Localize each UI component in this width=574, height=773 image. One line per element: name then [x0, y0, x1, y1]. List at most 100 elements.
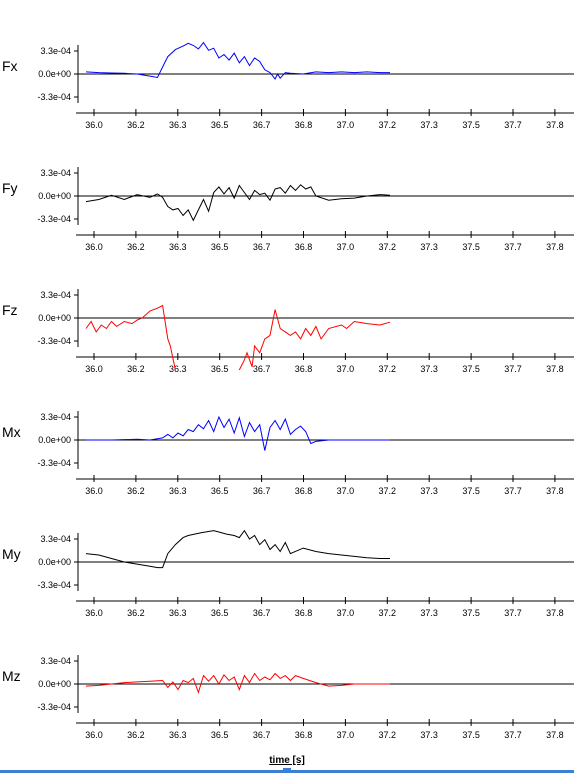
x-tick-label: 36.0	[85, 242, 103, 252]
x-tick-label: 36.5	[211, 364, 229, 374]
x-tick-label: 37.2	[379, 242, 397, 252]
x-tick-label: 36.5	[211, 242, 229, 252]
series-line-mz	[85, 672, 390, 694]
x-tick-label: 37.3	[420, 486, 438, 496]
x-tick-label: 37.8	[546, 486, 564, 496]
panel-label-mx: Mx	[2, 424, 21, 440]
x-tick-label: 36.2	[127, 608, 145, 618]
x-tick-label: 37.3	[420, 608, 438, 618]
x-tick-label: 37.3	[420, 120, 438, 130]
y-tick-label: 0.0e+00	[38, 191, 71, 201]
y-tick-label: 0.0e+00	[38, 313, 71, 323]
x-tick-label: 36.2	[127, 242, 145, 252]
x-tick-label: 36.2	[127, 364, 145, 374]
y-tick-label: 0.0e+00	[38, 679, 71, 689]
x-tick-label: 36.3	[169, 486, 187, 496]
x-tick-label: 37.0	[337, 486, 355, 496]
series-line-my	[85, 529, 390, 569]
y-tick-label: -3.3e-04	[37, 702, 71, 712]
x-tick-label: 36.0	[85, 364, 103, 374]
x-tick-label: 37.2	[379, 486, 397, 496]
x-tick-label: 36.7	[253, 608, 271, 618]
series-line-fz-1	[238, 309, 391, 371]
x-tick-label: 36.0	[85, 486, 103, 496]
series-line-fy	[85, 184, 391, 222]
x-tick-label: 36.5	[211, 608, 229, 618]
x-tick-label: 36.5	[211, 120, 229, 130]
x-tick-label: 36.2	[127, 730, 145, 740]
y-tick-label: -3.3e-04	[37, 458, 71, 468]
x-tick-label: 37.5	[462, 364, 480, 374]
x-tick-label: 36.8	[295, 608, 313, 618]
panel-label-my: My	[2, 546, 21, 562]
x-tick-label: 36.8	[295, 730, 313, 740]
panel-label-mz: Mz	[2, 668, 21, 684]
x-tick-label: 37.3	[420, 364, 438, 374]
x-tick-label: 37.5	[462, 242, 480, 252]
x-tick-label: 37.7	[504, 608, 522, 618]
x-tick-label: 36.2	[127, 120, 145, 130]
y-tick-label: -3.3e-04	[37, 580, 71, 590]
x-tick-label: 37.7	[504, 120, 522, 130]
panel-label-fy: Fy	[2, 180, 18, 196]
x-tick-label: 37.0	[337, 242, 355, 252]
x-tick-label: 36.7	[253, 486, 271, 496]
x-tick-label: 36.8	[295, 242, 313, 252]
x-tick-label: 36.0	[85, 730, 103, 740]
series-line-fx	[85, 41, 390, 80]
x-tick-label: 36.7	[253, 242, 271, 252]
x-tick-label: 36.3	[169, 120, 187, 130]
x-axis-label: time [s]	[269, 755, 305, 766]
x-tick-label: 37.7	[504, 242, 522, 252]
y-tick-label: 3.3e-04	[40, 656, 71, 666]
x-tick-label: 37.8	[546, 242, 564, 252]
x-tick-label: 36.5	[211, 486, 229, 496]
y-tick-label: 0.0e+00	[38, 557, 71, 567]
x-tick-label: 37.8	[546, 730, 564, 740]
series-line-mx	[86, 415, 390, 451]
x-tick-label: 36.8	[295, 486, 313, 496]
y-tick-label: 0.0e+00	[38, 69, 71, 79]
x-tick-label: 37.7	[504, 730, 522, 740]
x-tick-label: 37.3	[420, 730, 438, 740]
scrollbar-thumb[interactable]	[283, 768, 291, 773]
x-tick-label: 37.7	[504, 486, 522, 496]
x-tick-label: 37.2	[379, 730, 397, 740]
x-tick-label: 36.0	[85, 608, 103, 618]
x-tick-label: 36.7	[253, 730, 271, 740]
x-tick-label: 37.2	[379, 364, 397, 374]
x-tick-label: 37.0	[337, 364, 355, 374]
panel-label-fz: Fz	[2, 302, 18, 318]
y-tick-label: 3.3e-04	[40, 46, 71, 56]
x-tick-label: 37.3	[420, 242, 438, 252]
x-tick-label: 37.2	[379, 608, 397, 618]
y-tick-label: -3.3e-04	[37, 92, 71, 102]
x-tick-label: 36.0	[85, 120, 103, 130]
x-tick-label: 37.8	[546, 364, 564, 374]
x-tick-label: 37.5	[462, 730, 480, 740]
y-tick-label: -3.3e-04	[37, 336, 71, 346]
x-tick-label: 36.8	[295, 120, 313, 130]
x-tick-label: 37.7	[504, 364, 522, 374]
y-tick-label: 3.3e-04	[40, 534, 71, 544]
x-tick-label: 37.0	[337, 730, 355, 740]
x-tick-label: 36.3	[169, 242, 187, 252]
x-tick-label: 37.2	[379, 120, 397, 130]
x-tick-label: 37.0	[337, 608, 355, 618]
x-tick-label: 37.5	[462, 486, 480, 496]
y-tick-label: -3.3e-04	[37, 214, 71, 224]
x-tick-label: 37.8	[546, 608, 564, 618]
x-tick-label: 37.5	[462, 120, 480, 130]
x-tick-label: 36.3	[169, 730, 187, 740]
x-tick-label: 37.8	[546, 120, 564, 130]
y-tick-label: 3.3e-04	[40, 168, 71, 178]
x-tick-label: 36.5	[211, 730, 229, 740]
x-tick-label: 36.7	[253, 364, 271, 374]
x-tick-label: 36.3	[169, 608, 187, 618]
x-tick-label: 36.8	[295, 364, 313, 374]
x-tick-label: 36.2	[127, 486, 145, 496]
series-line-fz	[85, 304, 176, 371]
y-tick-label: 0.0e+00	[38, 435, 71, 445]
y-tick-label: 3.3e-04	[40, 290, 71, 300]
x-tick-label: 37.0	[337, 120, 355, 130]
